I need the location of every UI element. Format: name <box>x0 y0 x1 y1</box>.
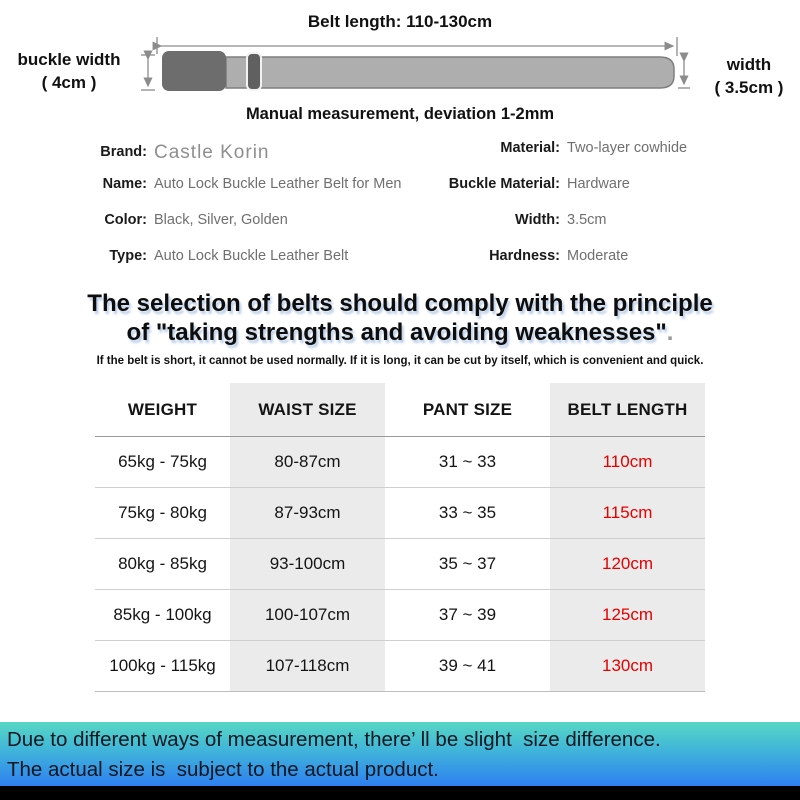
belt-keeper <box>246 52 262 91</box>
headline-subtext: If the belt is short, it cannot be used … <box>96 355 704 367</box>
spec-value: 3.5cm <box>567 212 607 228</box>
cell-belt-length: 130cm <box>550 641 705 691</box>
cell-pant: 37 ~ 39 <box>438 605 497 624</box>
strap-width-label: width ( 3.5cm ) <box>702 53 796 99</box>
table-row: 75kg - 80kg 87-93cm 33 ~ 35 115cm <box>95 488 705 539</box>
cell-belt-length: 120cm <box>550 539 705 589</box>
cell-pant: 39 ~ 41 <box>438 656 497 675</box>
cell-waist: 87-93cm <box>230 488 385 538</box>
cell-belt-length: 125cm <box>550 590 705 640</box>
buckle-width-line2: ( 4cm ) <box>41 73 97 92</box>
headline-line1: The selection of belts should comply wit… <box>87 290 713 317</box>
strap-width-arrow <box>678 52 690 89</box>
cell-belt-length: 115cm <box>550 488 705 538</box>
table-row: 85kg - 100kg 100-107cm 37 ~ 39 125cm <box>95 590 705 641</box>
spec-row-brand: Brand: Castle Korin <box>55 140 415 163</box>
cell-pant: 33 ~ 35 <box>438 503 497 522</box>
cell-weight: 85kg - 100kg <box>113 605 212 624</box>
belt-buckle <box>162 51 226 91</box>
headline-line2: of "taking strengths and avoiding weakne… <box>126 319 674 346</box>
table-row: 80kg - 85kg 93-100cm 35 ~ 37 120cm <box>95 539 705 590</box>
header-waist-size: WAIST SIZE <box>230 383 385 436</box>
cell-weight: 65kg - 75kg <box>118 452 207 471</box>
header-belt-length: BELT LENGTH <box>550 383 705 436</box>
size-table: WEIGHT WAIST SIZE PANT SIZE BELT LENGTH … <box>95 383 705 692</box>
belt-length-arrow <box>152 37 678 56</box>
strap-width-line2: ( 3.5cm ) <box>714 78 784 97</box>
spec-value: Two-layer cowhide <box>567 140 688 156</box>
cell-pant: 31 ~ 33 <box>438 452 497 471</box>
belt-length-label: Belt length: 110-130cm <box>307 12 493 31</box>
buckle-width-line1: buckle width <box>17 50 121 69</box>
cell-waist: 100-107cm <box>230 590 385 640</box>
measurement-note: Manual measurement, deviation 1-2mm <box>245 105 555 123</box>
buckle-width-label: buckle width ( 4cm ) <box>6 48 132 94</box>
disclaimer-line1: Due to different ways of measurement, th… <box>7 728 661 751</box>
strap-width-line1: width <box>726 55 772 74</box>
cell-waist: 80-87cm <box>230 437 385 487</box>
spec-label: Width: <box>515 212 560 228</box>
specs-right-column: Material: Two-layer cowhide Buckle Mater… <box>415 140 745 284</box>
spec-row-type: Type: Auto Lock Buckle Leather Belt <box>55 248 415 270</box>
spec-row-hardness: Hardness: Moderate <box>415 248 745 270</box>
spec-value: Hardware <box>567 176 630 192</box>
spec-label: Hardness: <box>489 248 560 264</box>
spec-label: Color: <box>104 212 147 228</box>
spec-row-material: Material: Two-layer cowhide <box>415 140 745 162</box>
spec-label: Brand: <box>100 144 147 160</box>
belt-strap <box>225 56 675 89</box>
cell-weight: 75kg - 80kg <box>118 503 207 522</box>
spec-value: Auto Lock Buckle Leather Belt for Men <box>154 176 402 192</box>
spec-row-width: Width: 3.5cm <box>415 212 745 234</box>
table-row: 65kg - 75kg 80-87cm 31 ~ 33 110cm <box>95 437 705 488</box>
belt-diagram <box>141 37 690 91</box>
spec-value: Auto Lock Buckle Leather Belt <box>154 248 349 264</box>
spec-label: Buckle Material: <box>448 176 560 192</box>
table-row: 100kg - 115kg 107-118cm 39 ~ 41 130cm <box>95 641 705 692</box>
spec-value: Moderate <box>567 248 629 264</box>
spec-label: Type: <box>109 248 147 264</box>
cell-weight: 80kg - 85kg <box>118 554 207 573</box>
buckle-width-arrow <box>141 50 155 91</box>
disclaimer-banner: Due to different ways of measurement, th… <box>0 722 800 786</box>
table-header-row: WEIGHT WAIST SIZE PANT SIZE BELT LENGTH <box>95 383 705 437</box>
header-weight: WEIGHT <box>127 399 198 419</box>
spec-row-buckle-material: Buckle Material: Hardware <box>415 176 745 198</box>
spec-label: Material: <box>500 140 560 156</box>
cell-pant: 35 ~ 37 <box>438 554 497 573</box>
cell-belt-length: 110cm <box>550 437 705 487</box>
specs-left-column: Brand: Castle Korin Name: Auto Lock Buck… <box>55 140 415 284</box>
spec-row-color: Color: Black, Silver, Golden <box>55 212 415 234</box>
cell-waist: 107-118cm <box>230 641 385 691</box>
brand-logo: Castle Korin <box>154 142 270 163</box>
cell-waist: 93-100cm <box>230 539 385 589</box>
selection-headline: The selection of belts should comply wit… <box>0 289 800 347</box>
spec-value: Black, Silver, Golden <box>154 212 288 228</box>
bottom-black-strip <box>0 786 800 800</box>
header-pant-size: PANT SIZE <box>422 399 513 419</box>
spec-row-name: Name: Auto Lock Buckle Leather Belt for … <box>55 176 415 198</box>
headline-period: . <box>666 319 674 346</box>
spec-label: Name: <box>102 176 147 192</box>
disclaimer-line2: The actual size is subject to the actual… <box>7 758 439 781</box>
cell-weight: 100kg - 115kg <box>109 656 216 675</box>
